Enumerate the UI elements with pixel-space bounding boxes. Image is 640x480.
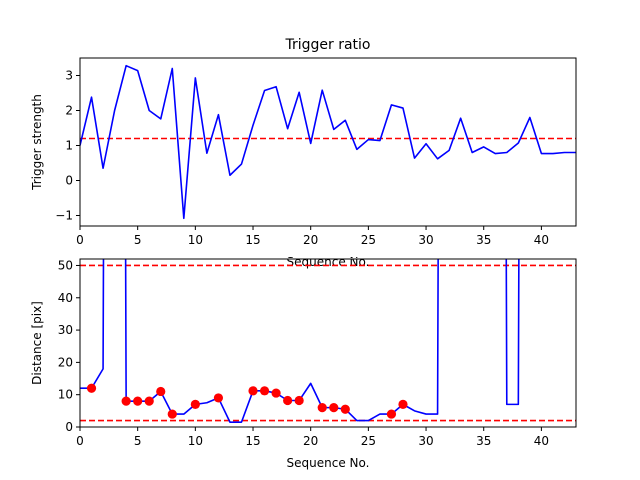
- data-point-marker: [167, 409, 177, 419]
- y-axis-label: Distance [pix]: [30, 301, 44, 385]
- x-tick-label: 0: [76, 434, 84, 448]
- data-point-marker: [86, 383, 97, 393]
- series-line: [80, 64, 576, 220]
- y-tick-label: 0: [65, 174, 73, 188]
- x-tick-label: 0: [76, 233, 84, 247]
- x-tick-label: 40: [534, 434, 549, 448]
- data-point-marker: [156, 386, 166, 397]
- data-point-marker: [340, 404, 350, 414]
- x-axis-label: Sequence No.: [287, 255, 370, 269]
- y-tick-label: 10: [58, 388, 73, 402]
- x-axis-label: Sequence No.: [287, 456, 370, 470]
- x-tick-label: 10: [188, 434, 203, 448]
- data-point-marker: [398, 399, 408, 409]
- x-tick-label: 15: [245, 434, 260, 448]
- y-tick-label: 40: [58, 291, 73, 305]
- x-tick-label: 35: [476, 434, 491, 448]
- y-tick-label: 3: [65, 69, 73, 83]
- data-point-marker: [386, 409, 397, 419]
- data-point-marker: [259, 386, 270, 396]
- data-point-marker: [213, 393, 224, 403]
- x-tick-label: 30: [418, 233, 433, 247]
- data-point-marker: [294, 395, 304, 406]
- data-point-marker: [121, 396, 131, 406]
- plot-frame: [79, 57, 577, 227]
- y-tick-label: 0: [65, 420, 73, 434]
- y-tick-label: −1: [55, 209, 73, 223]
- x-tick-label: 40: [534, 233, 549, 247]
- x-tick-label: 10: [188, 233, 203, 247]
- data-point-marker: [271, 388, 281, 398]
- data-point-marker: [283, 395, 293, 406]
- series-line: [80, 259, 520, 423]
- y-tick-label: 20: [58, 355, 73, 369]
- y-tick-label: 30: [58, 323, 73, 337]
- x-tick-label: 30: [418, 434, 433, 448]
- data-point-marker: [329, 403, 339, 413]
- data-point-marker: [248, 386, 258, 396]
- x-tick-label: 5: [134, 434, 142, 448]
- x-tick-label: 25: [361, 434, 376, 448]
- chart-title: Trigger ratio: [284, 37, 370, 53]
- data-point-marker: [133, 396, 143, 406]
- data-point-marker: [190, 399, 200, 409]
- y-axis-label: Trigger strength: [30, 94, 44, 191]
- x-tick-label: 20: [303, 434, 318, 448]
- y-tick-label: 2: [65, 104, 73, 118]
- x-tick-label: 20: [303, 233, 318, 247]
- data-point-marker: [144, 396, 154, 406]
- y-tick-label: 50: [58, 258, 73, 272]
- x-tick-label: 5: [134, 233, 142, 247]
- y-tick-label: 1: [65, 139, 73, 153]
- distance-panel: 0 5 10 15 20 25 30 35 40 0 10 20 30 40 50 Sequence No…: [30, 258, 577, 470]
- x-tick-label: 35: [476, 233, 491, 247]
- plot-frame: [79, 258, 577, 428]
- x-tick-label: 25: [361, 233, 376, 247]
- data-point-marker: [317, 403, 327, 413]
- x-tick-label: 15: [245, 233, 260, 247]
